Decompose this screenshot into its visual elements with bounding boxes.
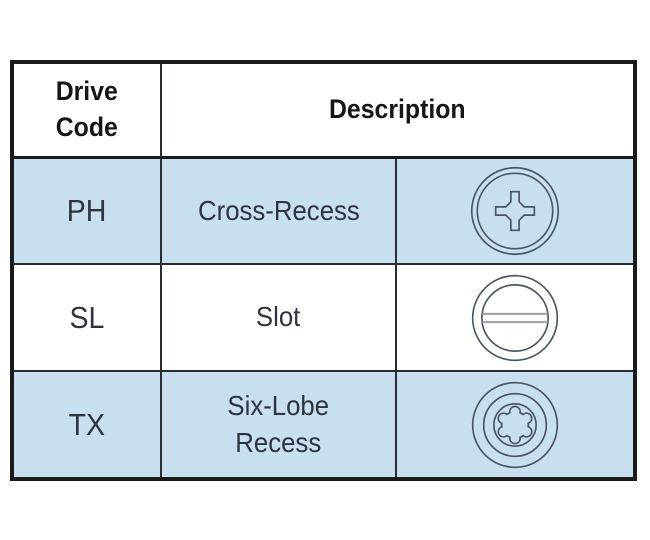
header-cell-drive-code: Drive Code bbox=[14, 64, 162, 159]
torx-star-inner bbox=[499, 406, 531, 443]
drive-code-value: TX bbox=[68, 406, 106, 442]
slot-icon bbox=[471, 274, 559, 361]
table-row-ph-description-cell: Cross-Recess bbox=[162, 159, 397, 265]
drive-code-value: SL bbox=[69, 299, 105, 335]
table-row-sl-code-cell: SL bbox=[14, 265, 162, 372]
header-cell-description: Description bbox=[162, 64, 633, 159]
description-value: Six-Lobe Recess bbox=[227, 389, 330, 458]
drive-code-table: Drive Code Description PH Cross-Recess S… bbox=[10, 60, 637, 481]
drive-code-header-label: Drive Code bbox=[55, 76, 119, 142]
table-row-tx-description-cell: Six-Lobe Recess bbox=[162, 372, 397, 477]
description-value: Cross-Recess bbox=[197, 194, 360, 226]
table-row-ph-icon-cell bbox=[397, 159, 633, 265]
six-lobe-recess-icon bbox=[471, 381, 559, 468]
description-header-label: Description bbox=[329, 94, 466, 125]
table-row-tx-code-cell: TX bbox=[14, 372, 162, 477]
table-row-sl-icon-cell bbox=[397, 265, 633, 372]
description-value: Slot bbox=[256, 301, 301, 333]
drive-code-value: PH bbox=[67, 193, 107, 228]
table-row-tx-icon-cell bbox=[397, 372, 633, 477]
phillips-cross-recess-icon bbox=[470, 166, 560, 256]
table-row-ph-code-cell: PH bbox=[14, 159, 162, 265]
table-row-sl-description-cell: Slot bbox=[162, 265, 397, 372]
